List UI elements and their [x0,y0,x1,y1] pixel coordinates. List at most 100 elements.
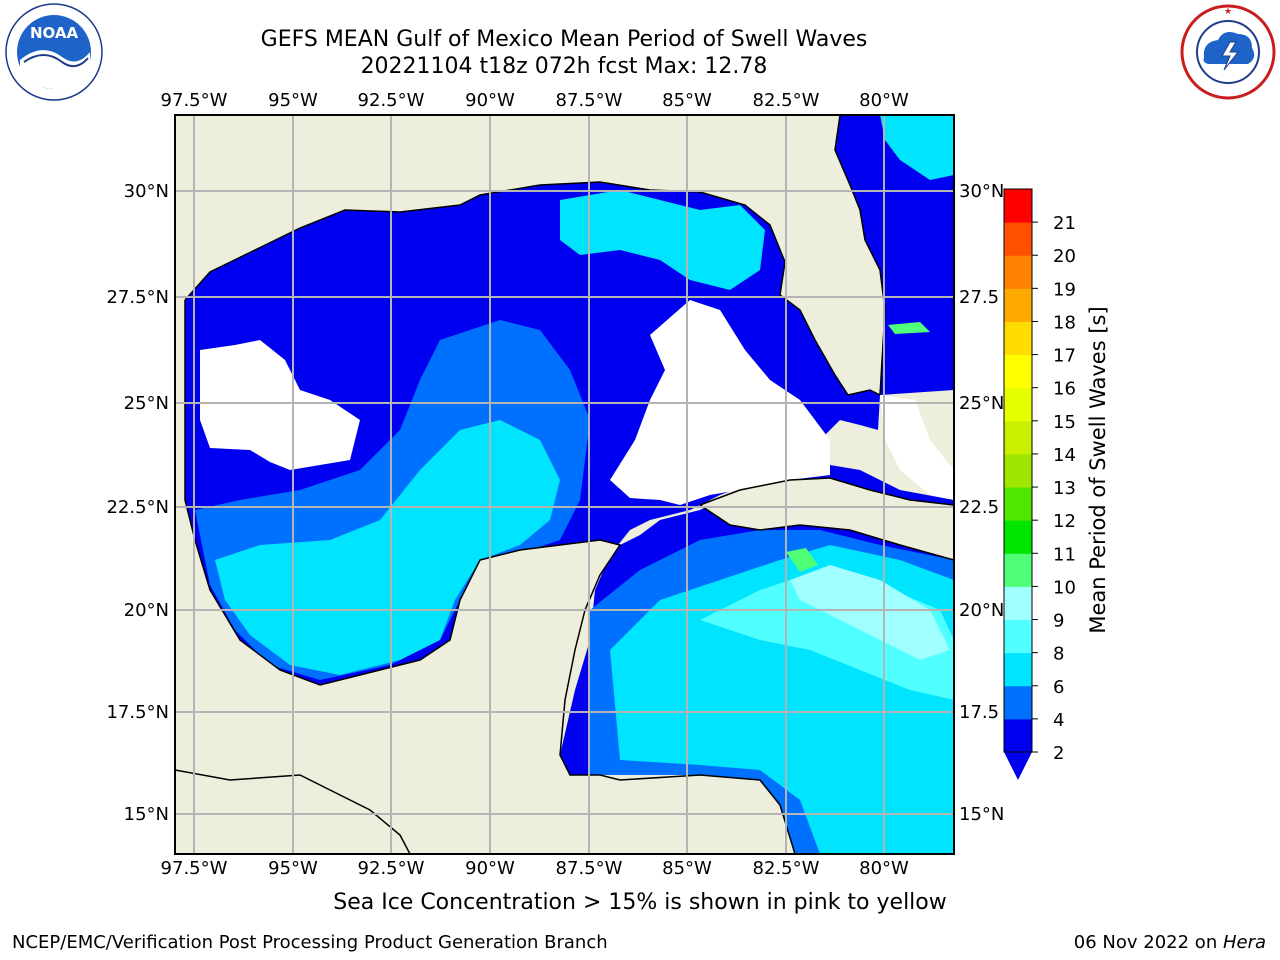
land-north-america [175,115,885,395]
colorbar-tick-label: 18 [1053,312,1076,333]
colorbar-tick-label: 13 [1053,478,1076,499]
colorbar-tick-label: 17 [1053,346,1076,367]
lon-label: 92.5°W [358,90,425,111]
colorbar-ticks: 2 4 6 8 9 10 11 12 13 14 15 16 17 18 19 20 21 [1032,213,1076,764]
lat-label: 20°N [124,600,169,621]
colorbar-tick-label: 10 [1053,577,1076,598]
colorbar-tick-label: 16 [1053,379,1076,400]
chart-subtitle: 20221104 t18z 072h fcst Max: 12.78 [360,54,768,79]
colorbar-tick-label: 6 [1053,677,1064,698]
colorbar-cell [1004,685,1032,720]
lat-label: 15°N [124,804,169,825]
lon-label: 85°W [662,90,712,111]
colorbar-cell [1004,222,1032,256]
noaa-logo-text: NOAA [30,24,79,42]
colorbar-cell [1004,321,1032,356]
colorbar-tick-label: 15 [1053,412,1076,433]
footer-date-text: 06 Nov 2022 on [1073,932,1223,953]
coastline-mexico [184,300,796,854]
footer-machine: Hera [1222,932,1266,953]
colorbar-cell [1004,255,1032,289]
lat-label: 22.5 [959,497,999,518]
contour-9s-caribbean [790,565,950,660]
lon-label: 95°W [268,90,318,111]
colorbar-cell [1004,189,1032,223]
colorbar-tick-label: 12 [1053,511,1076,532]
land-mexico-west [175,300,795,854]
colorbar-frame [1003,188,1033,753]
colorbar-tick-label: 21 [1053,213,1076,234]
sea-ice-note: Sea Ice Concentration > 15% is shown in … [333,890,947,915]
map-frame [174,114,955,855]
svg-text:★: ★ [1224,7,1232,17]
colorbar-tick-label: 2 [1053,743,1064,764]
colorbar-label: Mean Period of Swell Waves [s] [1086,306,1110,633]
lat-label: 20°N [959,600,1004,621]
colorbar-cell [1004,288,1032,322]
lon-label: 82.5°W [753,858,820,879]
lat-labels-right: 30°N 27.5 25°N 22.5 20°N 17.5 15°N [959,181,1004,825]
contour-6s-atlantic [880,115,954,180]
coastline-cuba [699,477,954,561]
lon-label: 97.5°W [161,90,228,111]
graticule [175,115,954,854]
no-data-west-gulf [200,340,360,470]
contour-10s-atlantic [888,322,930,334]
lat-label: 17.5°N [106,702,169,723]
colorbar-tick-label: 11 [1053,544,1076,565]
colorbar-cell [1004,487,1032,521]
lat-label: 30°N [959,181,1004,202]
lat-labels-left: 30°N 27.5°N 25°N 22.5°N 20°N 17.5°N 15°N [106,181,169,825]
lat-label: 27.5°N [106,287,169,308]
colorbar-cell [1004,586,1032,621]
colorbar-tick-label: 8 [1053,644,1064,665]
map-area [175,115,954,854]
lon-label: 90°W [465,858,515,879]
contour-6s-north [560,190,765,290]
lon-label: 92.5°W [358,858,425,879]
colorbar-cells [1004,189,1032,753]
nws-logo: ★ [1180,4,1276,100]
colorbar-cell [1004,520,1032,554]
lon-label: 90°W [465,90,515,111]
colorbar-tick-label: 20 [1053,246,1076,267]
lon-label: 87.5°W [556,90,623,111]
lon-label: 87.5°W [556,858,623,879]
colorbar-tick-label: 19 [1053,279,1076,300]
lon-label: 80°W [859,858,909,879]
noaa-logo: NOAA [5,3,103,101]
colorbar-cell [1004,652,1032,687]
lat-label: 27.5 [959,287,999,308]
contour-6s-gulf [215,420,560,675]
coastline-pacific [175,769,411,854]
colorbar-cell [1004,420,1032,455]
lat-label: 17.5 [959,702,999,723]
contour-10s-caribbean [786,548,818,572]
lat-label: 15°N [959,804,1004,825]
colorbar-cell [1004,619,1032,654]
lat-label: 25°N [124,393,169,414]
lat-label: 22.5°N [106,497,169,518]
colorbar-tick-label: 9 [1053,611,1064,632]
colorbar-tick-label: 14 [1053,445,1076,466]
colorbar-cell [1004,354,1032,389]
lon-labels-top: 97.5°W 95°W 92.5°W 90°W 87.5°W 85°W 82.5… [161,90,909,111]
coastlines [175,115,954,854]
lon-labels-bottom: 97.5°W 95°W 92.5°W 90°W 87.5°W 85°W 82.5… [161,858,909,879]
footer-branch: NCEP/EMC/Verification Post Processing Pr… [12,932,608,953]
no-data-florida-straits [880,395,954,500]
colorbar-extend-arrow [1004,752,1032,780]
lat-label: 30°N [124,181,169,202]
chart-title: GEFS MEAN Gulf of Mexico Mean Period of … [260,27,868,52]
lon-label: 85°W [662,858,712,879]
colorbar-cell [1004,718,1032,753]
colorbar: 2 4 6 8 9 10 11 12 13 14 15 16 17 18 19 20 21 Mean Perio… [1003,188,1110,780]
lon-label: 80°W [859,90,909,111]
colorbar-cell [1004,387,1032,422]
land-cuba [700,478,954,560]
footer-date: 06 Nov 2022 on Hera [1074,932,1266,953]
lon-label: 95°W [268,858,318,879]
lat-label: 25°N [959,393,1004,414]
lon-label: 82.5°W [753,90,820,111]
